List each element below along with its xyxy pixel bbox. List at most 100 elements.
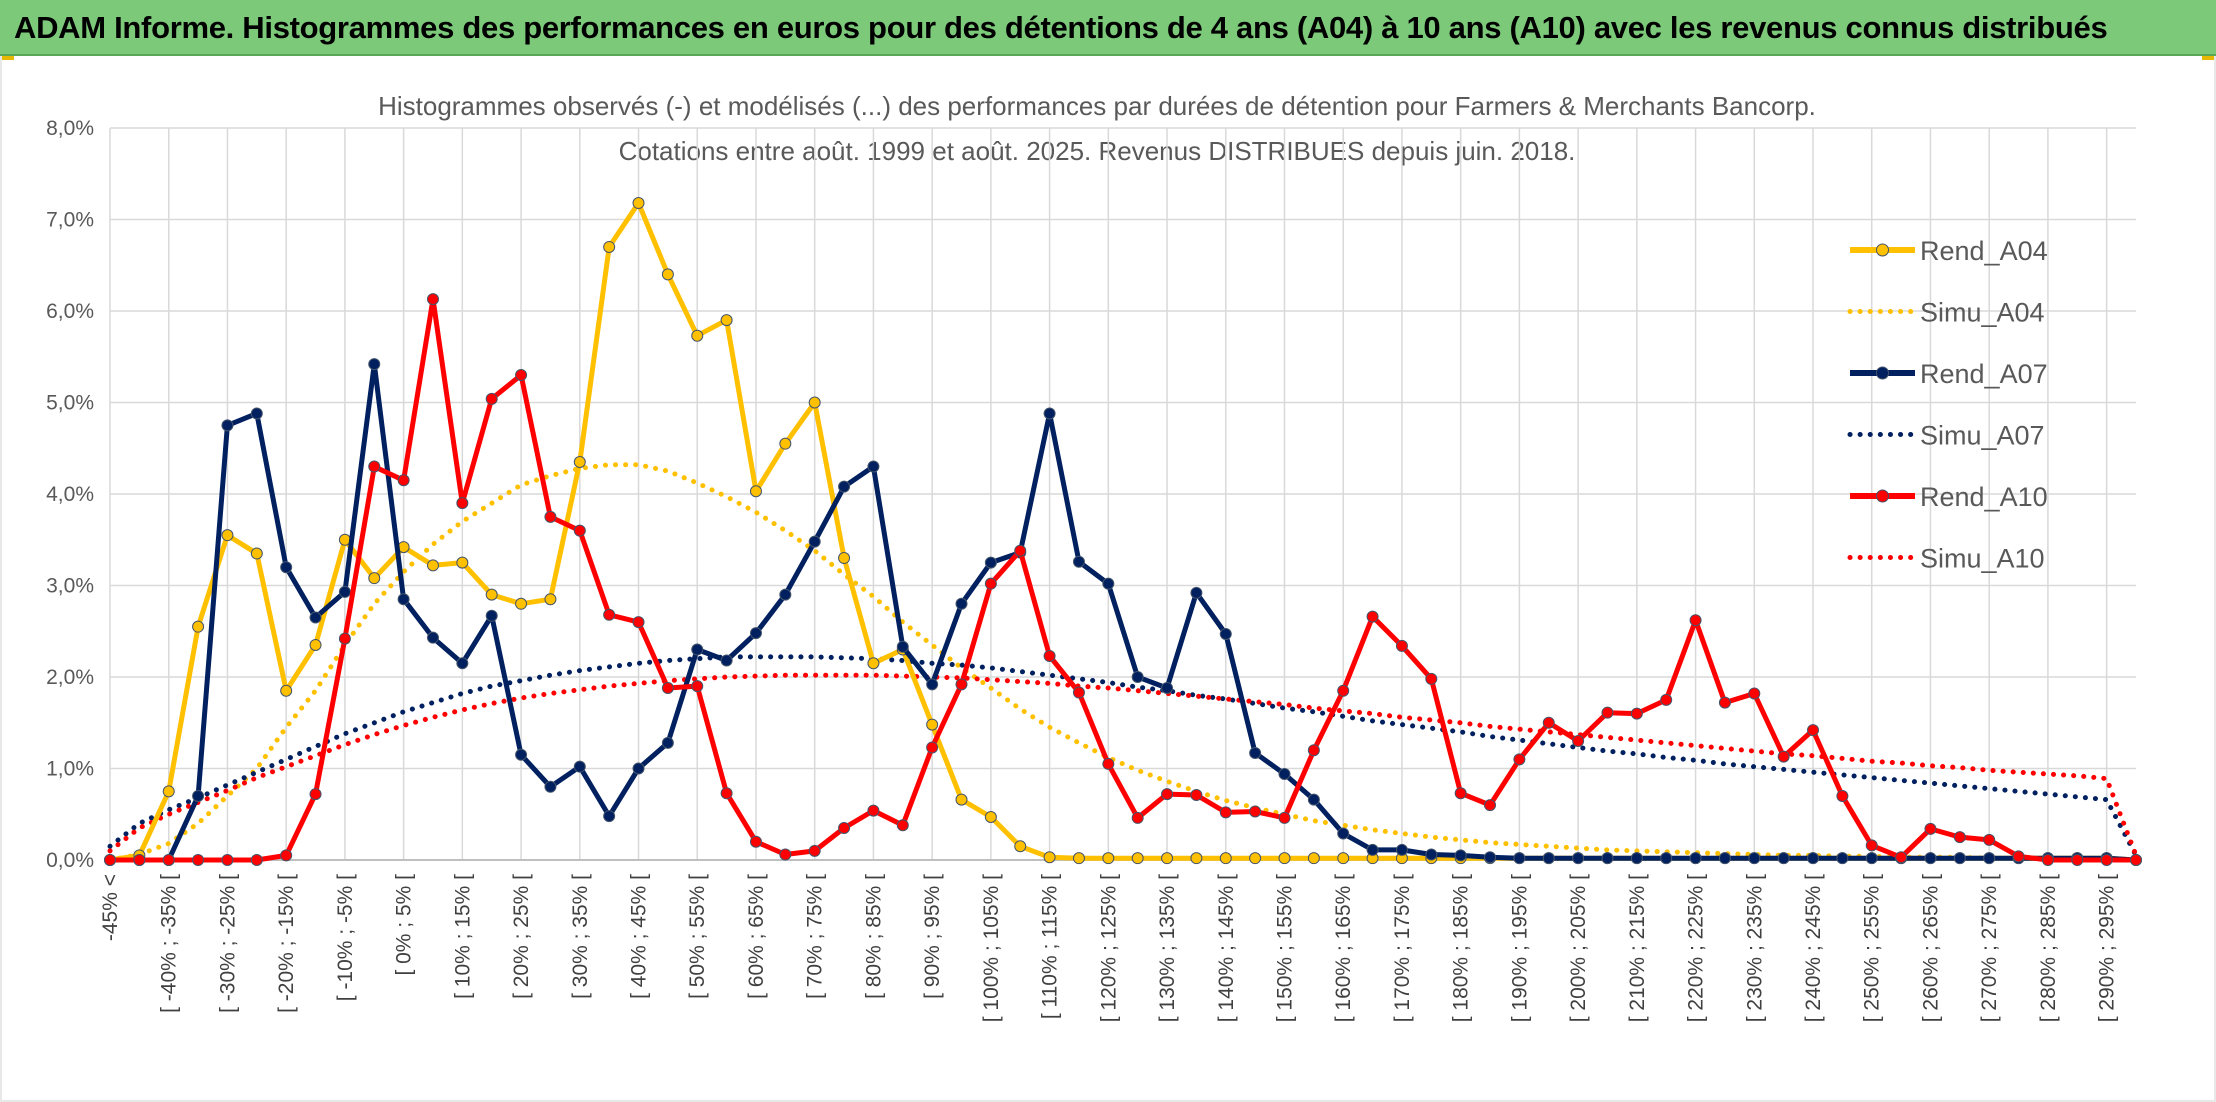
- y-tick-label: 6,0%: [46, 300, 94, 323]
- data-point-Rend_A10: [1895, 851, 1908, 864]
- data-point-Rend_A10: [1718, 696, 1731, 709]
- data-point-Rend_A10: [661, 681, 674, 694]
- data-point-Rend_A10: [192, 854, 205, 866]
- x-tick-label: [ 160% ; 165% [: [1332, 874, 1355, 1022]
- report-banner: ADAM Informe. Histogrammes des performan…: [0, 0, 2216, 56]
- x-tick-label: [ 250% ; 255% [: [1861, 874, 1884, 1022]
- data-point-Rend_A04: [368, 572, 381, 585]
- data-point-Rend_A07: [1219, 627, 1232, 640]
- x-tick-label: [ 280% ; 285% [: [2037, 874, 2060, 1022]
- data-point-Rend_A10: [1924, 822, 1937, 835]
- data-point-Rend_A04: [280, 684, 293, 697]
- data-point-Rend_A10: [632, 616, 645, 629]
- data-point-Rend_A04: [573, 455, 586, 468]
- x-tick-label: [ 0% ; 5% [: [393, 874, 416, 976]
- data-point-Rend_A07: [1454, 849, 1467, 862]
- data-point-Rend_A10: [104, 854, 116, 866]
- y-tick-label: 0,0%: [46, 849, 94, 872]
- data-point-Rend_A07: [1190, 586, 1203, 599]
- data-point-Rend_A10: [280, 849, 293, 862]
- legend-item-Rend_A10: Rend_A10: [1850, 482, 2048, 512]
- data-point-Rend_A10: [221, 854, 234, 866]
- data-point-Rend_A07: [1983, 852, 1996, 865]
- data-point-Rend_A10: [573, 524, 586, 537]
- data-point-Rend_A04: [603, 240, 616, 253]
- data-point-Rend_A10: [1366, 610, 1379, 623]
- x-tick-label: -45% <: [99, 874, 122, 941]
- legend-label: Simu_A04: [1920, 298, 2045, 328]
- data-point-Rend_A07: [603, 810, 616, 823]
- data-point-Rend_A04: [515, 597, 528, 610]
- y-tick-label: 1,0%: [46, 758, 94, 781]
- legend-item-Simu_A10: Simu_A10: [1847, 544, 2045, 574]
- legend-marker: [1876, 366, 1889, 380]
- series-Rend_A07: [104, 358, 2142, 866]
- data-point-Rend_A04: [192, 620, 205, 633]
- x-tick-label: [ 80% ; 85% [: [862, 874, 885, 999]
- data-point-Rend_A07: [984, 556, 997, 569]
- data-point-Rend_A10: [1278, 811, 1291, 824]
- chart-frame: [0, 56, 2216, 1102]
- x-tick-label: [ 180% ; 185% [: [1450, 874, 1473, 1022]
- data-point-Rend_A04: [661, 268, 674, 281]
- x-tick-label: [ 20% ; 25% [: [510, 874, 533, 999]
- data-point-Rend_A10: [1337, 684, 1350, 697]
- data-point-Rend_A07: [1513, 852, 1526, 865]
- x-tick-label: [ 230% ; 235% [: [1743, 874, 1766, 1022]
- data-point-Rend_A10: [2012, 850, 2025, 863]
- data-point-Rend_A04: [426, 559, 439, 572]
- x-tick-label: [ 120% ; 125% [: [1097, 874, 1120, 1022]
- data-point-Rend_A10: [2100, 854, 2113, 866]
- data-point-Rend_A07: [485, 609, 498, 622]
- data-point-Rend_A04: [1131, 852, 1144, 865]
- data-point-Rend_A10: [1572, 735, 1585, 748]
- data-point-Rend_A07: [838, 480, 851, 493]
- data-point-Rend_A07: [368, 358, 381, 371]
- data-point-Rend_A10: [1953, 831, 1966, 844]
- data-point-Rend_A04: [955, 793, 968, 806]
- y-tick-label: 5,0%: [46, 392, 94, 415]
- data-point-Rend_A07: [896, 640, 909, 653]
- data-point-Rend_A04: [926, 718, 939, 731]
- data-point-Rend_A10: [456, 497, 469, 510]
- legend-label: Rend_A07: [1920, 359, 2048, 389]
- data-point-Rend_A10: [1425, 672, 1438, 685]
- data-point-Rend_A04: [1102, 852, 1115, 865]
- data-point-Rend_A10: [1307, 744, 1320, 757]
- data-point-Rend_A07: [1542, 852, 1555, 865]
- data-point-Rend_A07: [1660, 852, 1673, 865]
- legend-label: Simu_A10: [1920, 544, 2045, 574]
- legend-marker: [1876, 243, 1889, 257]
- data-point-Rend_A10: [838, 821, 851, 834]
- data-point-Rend_A10: [779, 848, 792, 861]
- data-point-Rend_A10: [896, 819, 909, 832]
- legend-item-Rend_A07: Rend_A07: [1850, 359, 2048, 389]
- series-layer: [104, 197, 2142, 866]
- data-point-Rend_A10: [1689, 614, 1702, 627]
- legend-label: Rend_A04: [1920, 236, 2048, 266]
- data-point-Rend_A04: [867, 657, 880, 670]
- x-tick-label: [ 140% ; 145% [: [1215, 874, 1238, 1022]
- data-point-Rend_A04: [309, 638, 322, 651]
- data-point-Rend_A10: [1043, 649, 1056, 662]
- x-tick-label: [ 10% ; 15% [: [451, 874, 474, 999]
- data-point-Rend_A07: [1836, 852, 1849, 865]
- data-point-Rend_A07: [1601, 852, 1614, 865]
- data-point-Rend_A07: [192, 789, 205, 802]
- data-point-Rend_A10: [1865, 839, 1878, 852]
- x-tick-label: [ 50% ; 55% [: [686, 874, 709, 999]
- data-point-Rend_A04: [162, 785, 175, 798]
- data-point-Rend_A04: [1161, 852, 1174, 865]
- data-point-Rend_A07: [1307, 793, 1320, 806]
- data-point-Rend_A07: [632, 762, 645, 775]
- data-point-Rend_A07: [955, 597, 968, 610]
- data-point-Rend_A04: [1043, 851, 1056, 864]
- x-tick-label: [ 150% ; 155% [: [1273, 874, 1296, 1022]
- data-point-Rend_A10: [984, 577, 997, 590]
- data-point-Rend_A07: [1278, 767, 1291, 780]
- data-point-Rend_A10: [926, 741, 939, 754]
- x-tick-label: [ -20% ; -15% [: [275, 874, 298, 1013]
- data-point-Rend_A10: [1660, 693, 1673, 706]
- x-tick-label: [ 30% ; 35% [: [569, 874, 592, 999]
